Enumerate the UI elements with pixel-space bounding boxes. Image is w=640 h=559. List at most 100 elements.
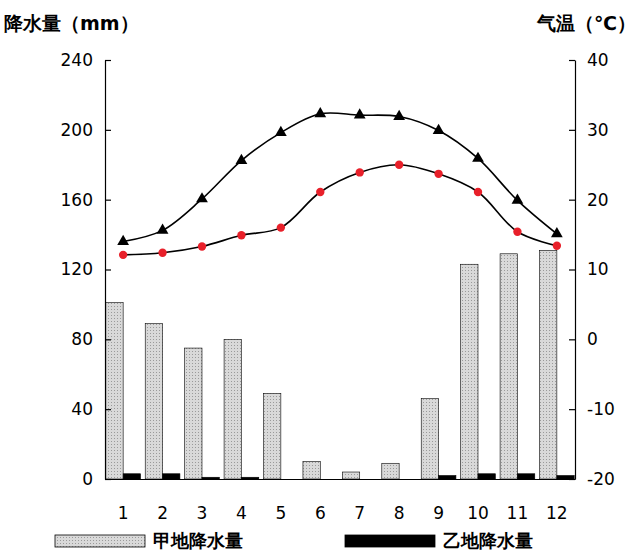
- tick-label: 10: [467, 503, 489, 523]
- bar-series: [123, 474, 574, 479]
- legend-label: 乙地降水量: [443, 530, 533, 551]
- marker: [117, 235, 129, 245]
- bar: [163, 474, 180, 479]
- tick: 5: [275, 503, 286, 523]
- bar: [478, 474, 495, 479]
- tick: 200: [61, 120, 111, 140]
- tick-label: -10: [587, 399, 615, 419]
- marker: [434, 170, 442, 178]
- marks: [106, 107, 574, 479]
- tick-label: 240: [61, 50, 93, 70]
- tick: 20: [569, 190, 609, 210]
- tick-label: 30: [587, 120, 609, 140]
- y-axis: 04080120160200240: [61, 50, 111, 489]
- tick-mark: [105, 130, 111, 131]
- plot: 04080120160200240-20-1001020304012345678…: [61, 50, 615, 523]
- marker: [395, 161, 403, 169]
- legend-swatch: [345, 535, 435, 547]
- tick-label: -20: [587, 469, 615, 489]
- tick-mark: [569, 200, 575, 201]
- tick-mark: [105, 339, 111, 340]
- tick: 1: [118, 503, 129, 523]
- marker: [314, 107, 326, 117]
- tick-label: 0: [587, 329, 598, 349]
- marker: [275, 126, 287, 136]
- bar: [342, 472, 359, 479]
- line: [123, 113, 557, 242]
- marker: [551, 227, 563, 237]
- y2-axis: -20 -10 0 10 20 30 40: [569, 50, 615, 489]
- bar: [202, 477, 219, 479]
- tick-label: 11: [507, 503, 529, 523]
- tick: 160: [61, 190, 111, 210]
- marker: [433, 124, 445, 134]
- bar: [461, 264, 478, 479]
- tick-label: 4: [236, 503, 247, 523]
- bar: [382, 463, 399, 479]
- axis-line: [575, 61, 576, 480]
- tick-mark: [569, 60, 575, 61]
- tick: 4: [236, 503, 247, 523]
- marker: [393, 110, 405, 120]
- bar: [421, 399, 438, 479]
- tick-label: 8: [394, 503, 405, 523]
- markers: [117, 107, 562, 245]
- tick-label: 40: [71, 399, 93, 419]
- marker: [513, 228, 521, 236]
- tick: 40: [569, 50, 609, 70]
- tick-mark: [105, 269, 111, 270]
- tick-label: 5: [275, 503, 286, 523]
- tick: 12: [546, 503, 568, 523]
- tick-label: 10: [587, 259, 609, 279]
- bar: [540, 250, 557, 479]
- bar: [145, 324, 162, 479]
- bar-series: [106, 250, 557, 479]
- bar: [241, 477, 258, 479]
- marker: [236, 154, 248, 164]
- axis-line: [106, 479, 576, 480]
- tick: 9: [433, 503, 444, 523]
- tick-label: 0: [82, 469, 93, 489]
- tick-label: 3: [197, 503, 208, 523]
- bar: [264, 393, 281, 479]
- marker: [472, 152, 484, 162]
- marker: [474, 188, 482, 196]
- marker: [356, 168, 364, 176]
- tick: 10: [569, 259, 609, 279]
- tick: 40: [71, 399, 111, 419]
- tick: 8: [394, 503, 405, 523]
- tick-mark: [105, 409, 111, 410]
- tick-mark: [569, 409, 575, 410]
- marker: [158, 249, 166, 257]
- tick: 7: [354, 503, 365, 523]
- legend-label: 甲地降水量: [153, 530, 243, 551]
- bar: [123, 474, 140, 479]
- tick: 30: [569, 120, 609, 140]
- tick-label: 9: [433, 503, 444, 523]
- bar: [303, 462, 320, 479]
- tick: 6: [315, 503, 326, 523]
- markers: [119, 161, 561, 259]
- marker: [316, 188, 324, 196]
- legend-swatch: [55, 535, 145, 547]
- tick: 2: [157, 503, 168, 523]
- tick-mark: [105, 60, 111, 61]
- x-axis: 123456789101112: [106, 480, 576, 524]
- tick: 0: [569, 329, 598, 349]
- tick-label: 200: [61, 120, 93, 140]
- y-axis-title: 降水量（mm）: [4, 12, 139, 34]
- tick-label: 80: [71, 329, 93, 349]
- tick-label: 20: [587, 190, 609, 210]
- tick: 10: [467, 503, 489, 523]
- marker: [277, 223, 285, 231]
- marker: [198, 242, 206, 250]
- marker: [157, 224, 169, 234]
- bar: [500, 254, 517, 479]
- marker: [553, 242, 561, 250]
- tick: 240: [61, 50, 111, 70]
- tick: 11: [507, 503, 529, 523]
- marker: [354, 108, 366, 118]
- tick: 80: [71, 329, 111, 349]
- tick: -10: [569, 399, 615, 419]
- marker: [512, 194, 524, 204]
